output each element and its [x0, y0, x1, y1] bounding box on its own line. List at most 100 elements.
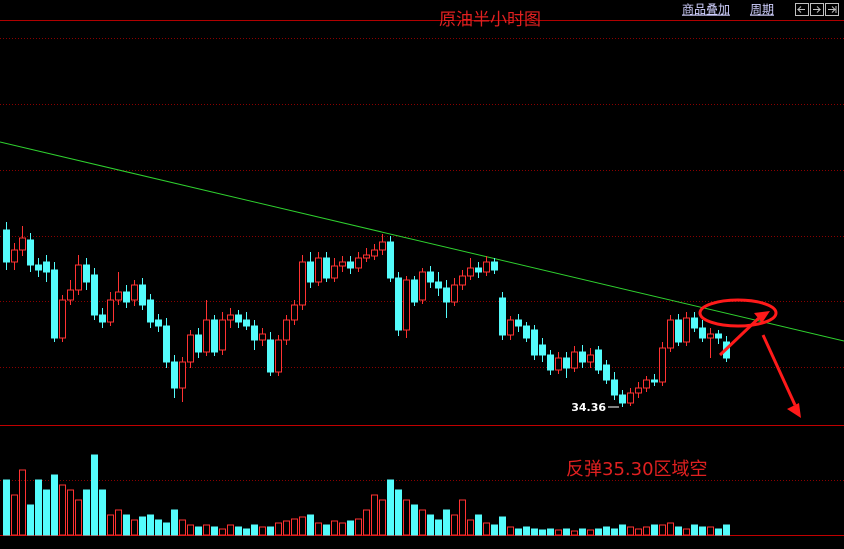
volume-bar [547, 528, 554, 536]
arrow-up-shaft [718, 313, 764, 357]
volume-bar [611, 528, 618, 536]
volume-bar [627, 526, 634, 536]
nav-right[interactable] [810, 3, 824, 16]
candle-body [67, 289, 74, 301]
volume-bar [171, 509, 178, 536]
candle-body [467, 267, 474, 277]
candle-body [59, 299, 66, 339]
candle-body [19, 237, 26, 251]
candle-body [651, 379, 658, 383]
arrow-up-head [754, 311, 770, 323]
candle-body [227, 314, 234, 321]
volume-bar [35, 479, 42, 536]
nav-left[interactable] [795, 3, 809, 16]
toolbar-button[interactable]: 商品叠加 [682, 2, 730, 17]
candle-body [91, 274, 98, 316]
volume-bar [467, 519, 474, 536]
candle-body [659, 347, 666, 383]
volume-bar [395, 489, 402, 536]
candle-body [155, 319, 162, 327]
candle-body [387, 241, 394, 279]
volume-bar [403, 499, 410, 536]
chart-title: 原油半小时图 [439, 10, 541, 30]
volume-bar [571, 530, 578, 536]
candle-body [203, 319, 210, 353]
arrow-down-shaft [761, 334, 797, 406]
candle-body [499, 297, 506, 336]
volume-bar [443, 509, 450, 536]
volume-bar [43, 489, 50, 536]
volume-bar [187, 524, 194, 536]
candle-body [451, 284, 458, 303]
volume-bar [667, 522, 674, 536]
candle-body [635, 387, 642, 394]
candle-body [555, 357, 562, 371]
candle-body [331, 265, 338, 279]
candle-body [51, 269, 58, 339]
candle-body [27, 239, 34, 266]
volume-bar [299, 516, 306, 536]
candle-body [195, 334, 202, 353]
candle-body [115, 291, 122, 301]
volume-bar [115, 509, 122, 536]
nav-end[interactable] [825, 3, 839, 16]
volume-bar [91, 454, 98, 536]
candle-body [675, 319, 682, 343]
candle-body [307, 261, 314, 283]
candle-body [403, 279, 410, 331]
volume-bar [587, 529, 594, 536]
candle-body [363, 254, 370, 259]
volume-bar [451, 514, 458, 536]
candle-body [275, 339, 282, 373]
volume-bar [723, 524, 730, 536]
volume-bar [19, 469, 26, 536]
volume-bar [539, 529, 546, 536]
volume-bar [371, 494, 378, 536]
volume-bar [75, 499, 82, 536]
candle-body [435, 281, 442, 289]
candles [3, 222, 730, 407]
volume-bar [67, 489, 74, 536]
volume-bar [275, 522, 282, 536]
candle-body [627, 392, 634, 404]
candle-body [691, 317, 698, 329]
volume-bar [107, 514, 114, 536]
volume-bar [427, 514, 434, 536]
candle-body [147, 299, 154, 323]
candle-body [619, 394, 626, 404]
candle-body [483, 261, 490, 273]
volume-bar [387, 479, 394, 536]
volume-bar [555, 529, 562, 536]
volume-bar [531, 528, 538, 536]
nav-buttons [795, 3, 839, 16]
candle-body [395, 277, 402, 331]
candle-body [547, 354, 554, 371]
volume-bar [419, 509, 426, 536]
candle-body [139, 284, 146, 306]
volume-bar [259, 526, 266, 536]
candle-body [323, 257, 330, 279]
volume-bar [635, 528, 642, 536]
volume-bar [347, 520, 354, 536]
candle-body [355, 257, 362, 269]
candle-body [379, 241, 386, 251]
volume-bar [499, 516, 506, 536]
volume-bar [651, 524, 658, 536]
volume-bar [475, 514, 482, 536]
candle-body [211, 319, 218, 353]
volume-bar [515, 528, 522, 536]
volume-bar [379, 499, 386, 536]
candle-body [539, 344, 546, 356]
candle-body [131, 284, 138, 301]
volume-bar [235, 526, 242, 536]
volume-bar [595, 528, 602, 536]
volume-bar [363, 509, 370, 536]
candle-body [83, 264, 90, 283]
volume-bar [163, 522, 170, 536]
candle-body [179, 361, 186, 389]
candle-body [411, 279, 418, 303]
volume-bar [251, 524, 258, 536]
candle-body [579, 351, 586, 363]
toolbar-button[interactable]: 周期 [750, 3, 774, 17]
